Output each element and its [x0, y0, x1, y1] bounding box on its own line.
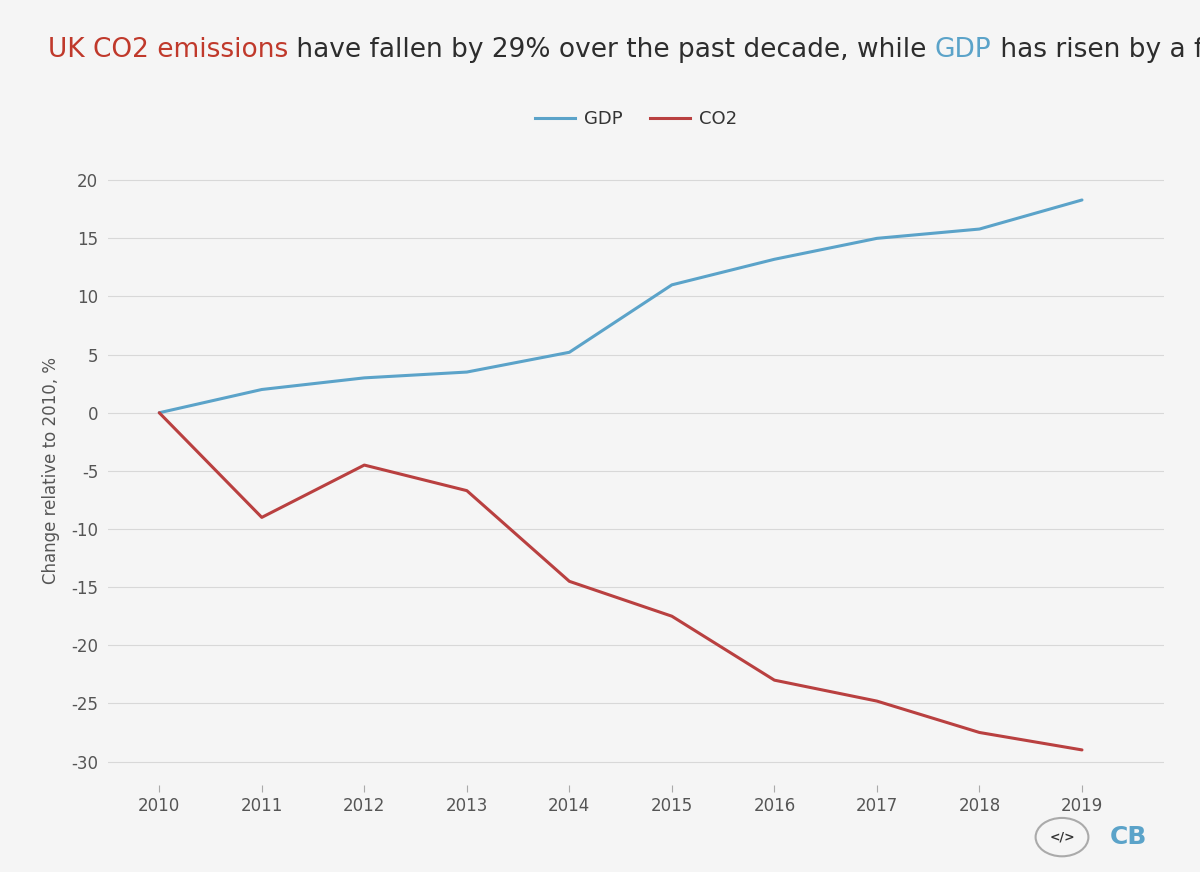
Text: has risen by a fifth: has risen by a fifth — [991, 37, 1200, 63]
Text: GDP: GDP — [935, 37, 991, 63]
Text: CB: CB — [1109, 825, 1147, 849]
Text: UK CO2 emissions: UK CO2 emissions — [48, 37, 288, 63]
Text: </>: </> — [1049, 831, 1075, 843]
Text: have fallen by 29% over the past decade, while: have fallen by 29% over the past decade,… — [288, 37, 935, 63]
Legend: GDP, CO2: GDP, CO2 — [528, 103, 744, 136]
Y-axis label: Change relative to 2010, %: Change relative to 2010, % — [42, 358, 60, 584]
